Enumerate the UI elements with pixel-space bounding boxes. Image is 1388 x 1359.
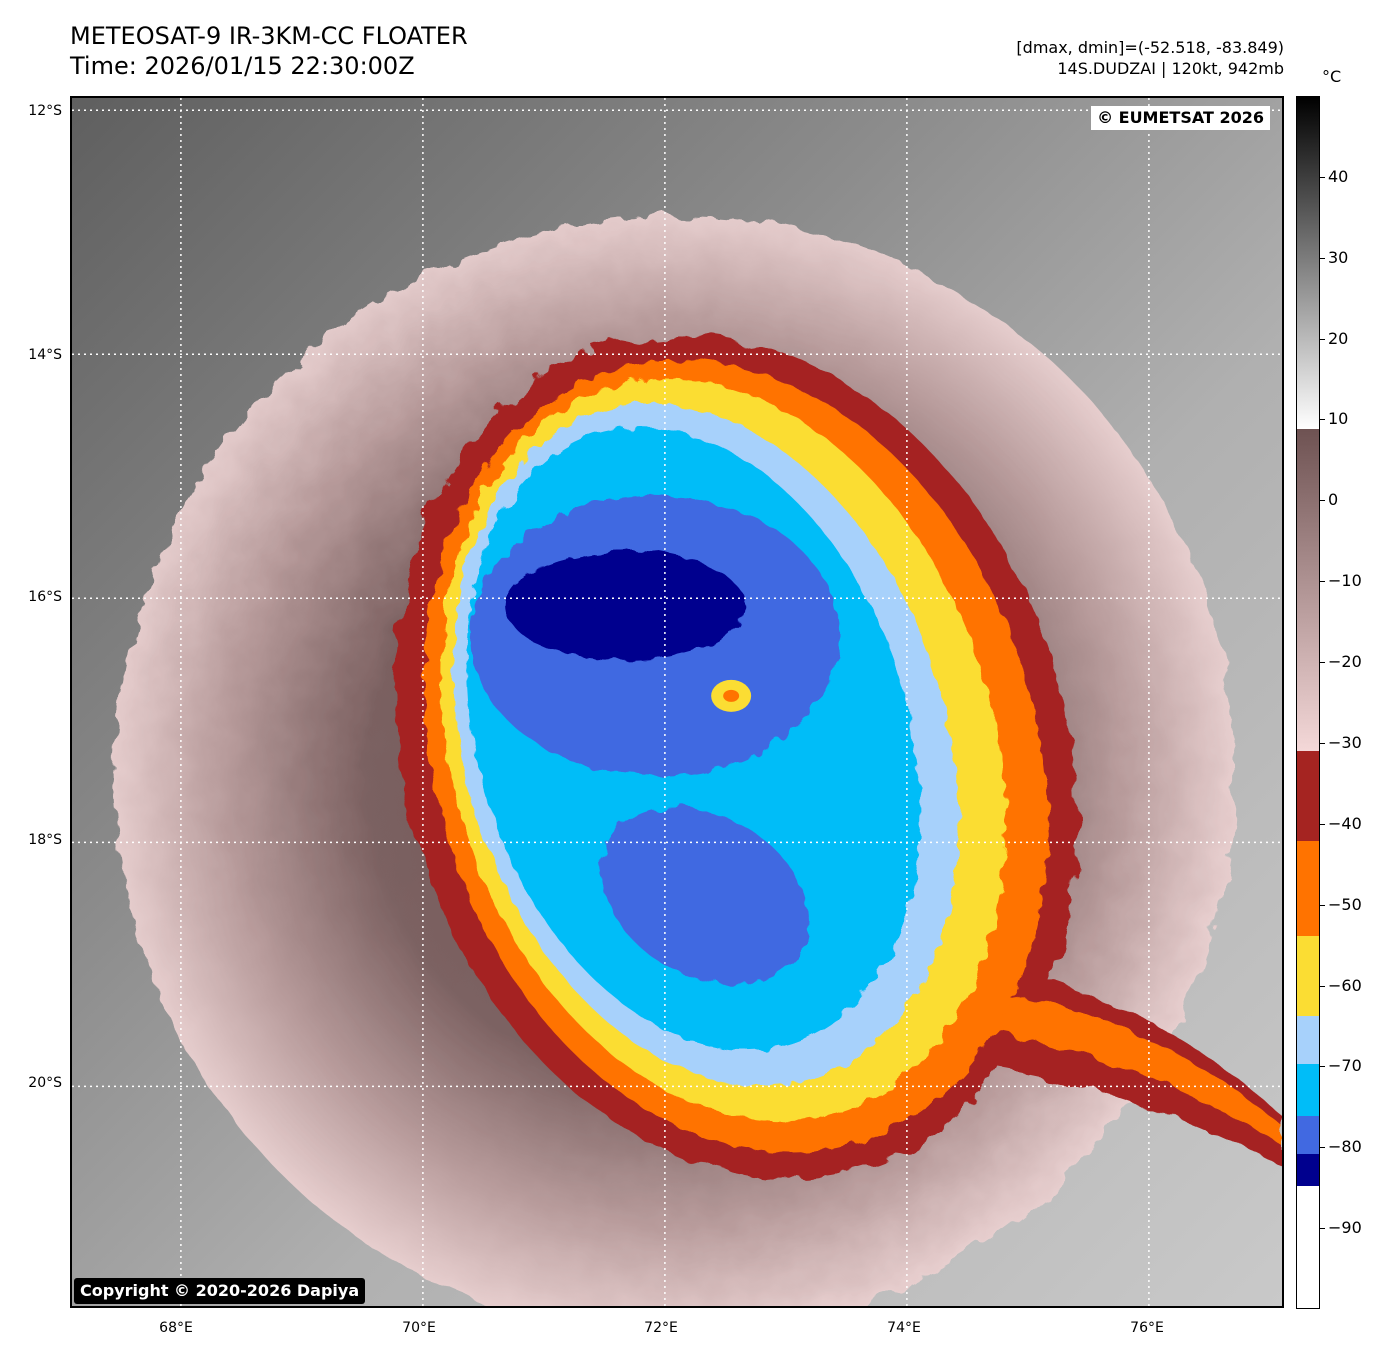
- colorbar-tick-label: 40: [1328, 166, 1349, 186]
- dapiya-copyright: Copyright © 2020-2026 Dapiya: [74, 1278, 366, 1304]
- eumetsat-credit: © EUMETSAT 2026: [1091, 106, 1270, 130]
- band-dark-blue: [505, 550, 746, 661]
- colorbar-segment-dark-blue: [1297, 1154, 1319, 1186]
- colorbar-segment-white: [1297, 1186, 1319, 1308]
- lon-label-72e: 72°E: [644, 1320, 678, 1336]
- colorbar-segment-gray: [1297, 97, 1319, 429]
- ir-imagery: [72, 98, 1282, 1306]
- storm-info-label: 14S.DUDZAI | 120kt, 942mb: [1057, 59, 1284, 78]
- colorbar-segment-brown: [1297, 429, 1319, 751]
- colorbar-tick-mark: [1320, 1228, 1325, 1230]
- lat-label-16s: 16°S: [28, 589, 62, 605]
- colorbar-tick-mark: [1320, 662, 1325, 664]
- colorbar-tick-label: 30: [1328, 247, 1349, 267]
- colorbar: [1296, 96, 1320, 1309]
- colorbar-tick-mark: [1320, 1147, 1325, 1149]
- colorbar-tick-label: 10: [1328, 409, 1349, 429]
- colorbar-tick-mark: [1320, 257, 1325, 259]
- colorbar-tick-mark: [1320, 985, 1325, 987]
- colorbar-tick-label: −80: [1328, 1137, 1362, 1157]
- colorbar-tick-mark: [1320, 581, 1325, 583]
- lon-label-70e: 70°E: [402, 1320, 436, 1336]
- lat-label-14s: 14°S: [28, 347, 62, 363]
- storm-eye-core: [723, 689, 740, 702]
- colorbar-tick-label: −90: [1328, 1218, 1362, 1238]
- storm-cloud-shield: [115, 216, 1282, 1306]
- colorbar-tick-mark: [1320, 823, 1325, 825]
- lon-label-74e: 74°E: [887, 1320, 921, 1336]
- title-line-1: METEOSAT-9 IR-3KM-CC FLOATER: [70, 22, 468, 50]
- colorbar-unit: °C: [1322, 67, 1342, 86]
- colorbar-tick-mark: [1320, 419, 1325, 421]
- colorbar-segment-red: [1297, 751, 1319, 841]
- colorbar-segment-orange: [1297, 841, 1319, 936]
- colorbar-tick-mark: [1320, 176, 1325, 178]
- lat-label-12s: 12°S: [28, 103, 62, 119]
- title-line-2: Time: 2026/01/15 22:30:00Z: [70, 52, 415, 80]
- colorbar-tick-mark: [1320, 500, 1325, 502]
- lon-label-76e: 76°E: [1130, 1320, 1164, 1336]
- colorbar-tick-label: −50: [1328, 894, 1362, 914]
- colorbar-segment-cyan: [1297, 1064, 1319, 1116]
- colorbar-tick-label: −20: [1328, 652, 1362, 672]
- colorbar-tick-mark: [1320, 904, 1325, 906]
- colorbar-tick-label: −40: [1328, 813, 1362, 833]
- colorbar-tick-label: 0: [1328, 490, 1339, 510]
- lat-label-20s: 20°S: [28, 1075, 62, 1091]
- colorbar-tick-label: −70: [1328, 1056, 1362, 1076]
- colorbar-tick-label: 20: [1328, 328, 1349, 348]
- colorbar-tick-label: −60: [1328, 975, 1362, 995]
- band-blue-south: [601, 807, 809, 985]
- lat-label-18s: 18°S: [28, 832, 62, 848]
- lat-lon-grid: [72, 98, 1282, 1306]
- colorbar-tick-mark: [1320, 1066, 1325, 1068]
- colorbar-tick-label: −30: [1328, 732, 1362, 752]
- colorbar-segment-blue: [1297, 1116, 1319, 1154]
- satellite-map[interactable]: © EUMETSAT 2026 Copyright © 2020-2026 Da…: [70, 96, 1284, 1308]
- colorbar-tick-mark: [1320, 338, 1325, 340]
- colorbar-segment-light-blue: [1297, 1016, 1319, 1064]
- colorbar-tick-label: −10: [1328, 571, 1362, 591]
- lon-label-68e: 68°E: [159, 1320, 193, 1336]
- colorbar-segment-yellow: [1297, 936, 1319, 1016]
- colorbar-tick-mark: [1320, 742, 1325, 744]
- value-range-label: [dmax, dmin]=(-52.518, -83.849): [1016, 38, 1284, 57]
